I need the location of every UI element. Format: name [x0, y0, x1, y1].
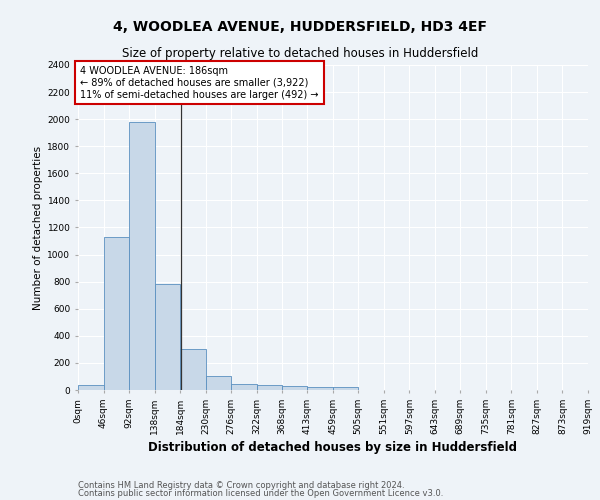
- Text: Size of property relative to detached houses in Huddersfield: Size of property relative to detached ho…: [122, 48, 478, 60]
- Bar: [104, 237, 129, 390]
- Bar: [206, 376, 231, 390]
- Text: 4, WOODLEA AVENUE, HUDDERSFIELD, HD3 4EF: 4, WOODLEA AVENUE, HUDDERSFIELD, HD3 4EF: [113, 20, 487, 34]
- Bar: [307, 388, 333, 390]
- Bar: [78, 386, 104, 390]
- Y-axis label: Number of detached properties: Number of detached properties: [33, 146, 43, 310]
- Bar: [333, 388, 358, 390]
- Text: Contains public sector information licensed under the Open Government Licence v3: Contains public sector information licen…: [78, 489, 443, 498]
- Text: Contains HM Land Registry data © Crown copyright and database right 2024.: Contains HM Land Registry data © Crown c…: [78, 480, 404, 490]
- Bar: [282, 386, 307, 390]
- Bar: [155, 284, 180, 390]
- Bar: [257, 384, 282, 390]
- Bar: [180, 350, 206, 390]
- X-axis label: Distribution of detached houses by size in Huddersfield: Distribution of detached houses by size …: [149, 441, 517, 454]
- Bar: [129, 122, 155, 390]
- Text: 4 WOODLEA AVENUE: 186sqm
← 89% of detached houses are smaller (3,922)
11% of sem: 4 WOODLEA AVENUE: 186sqm ← 89% of detach…: [80, 66, 319, 100]
- Bar: [231, 384, 257, 390]
